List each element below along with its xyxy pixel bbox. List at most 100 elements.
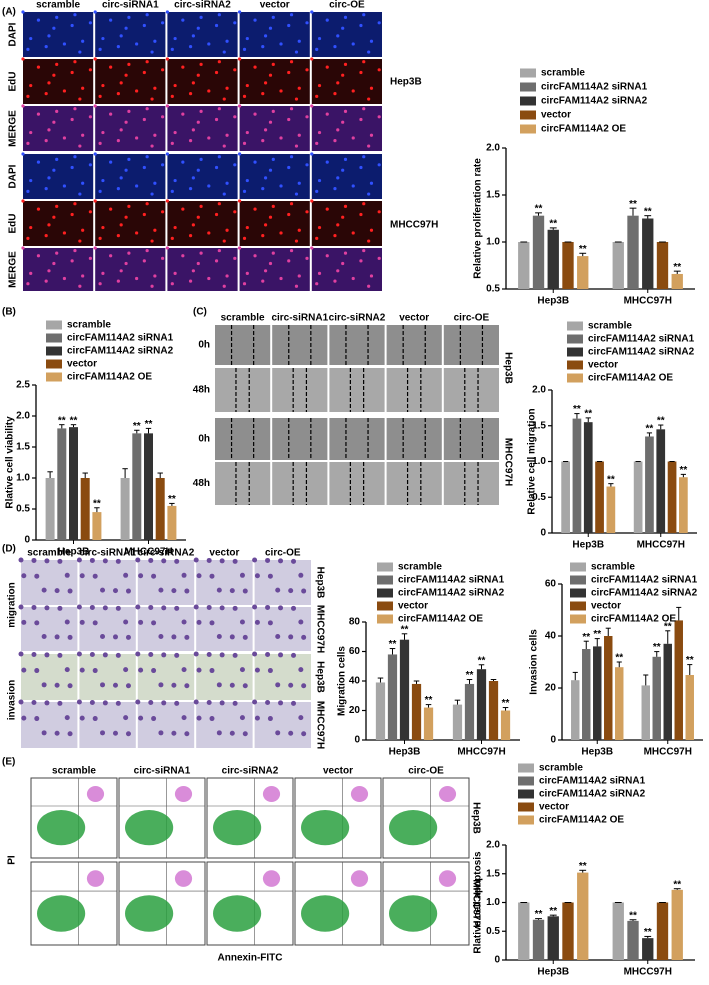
stained-cell	[278, 700, 284, 706]
cell-dot	[305, 68, 309, 72]
cell-dot	[170, 282, 174, 286]
cell-dot	[222, 144, 226, 148]
significance: **	[58, 415, 66, 426]
cell-dot	[127, 15, 131, 19]
cell-dot	[109, 207, 113, 211]
legend-swatch	[520, 96, 536, 106]
cell-dot	[145, 13, 149, 17]
cell-dot	[245, 271, 249, 275]
cell-dot	[70, 117, 74, 122]
stained-cell	[298, 572, 304, 578]
stained-cell	[151, 716, 157, 722]
stained-cell	[115, 700, 121, 706]
cell-dot	[26, 47, 30, 51]
row-label: 0h	[198, 340, 210, 351]
cell-dot	[222, 97, 226, 101]
stained-cell	[89, 699, 95, 705]
cell-dot	[245, 130, 249, 135]
cell-dot	[153, 181, 157, 185]
row-label: 0h	[198, 434, 210, 445]
stained-cell	[265, 557, 271, 563]
legend-label: circFAM114A2 siRNA2	[588, 347, 695, 358]
cell-dot	[170, 94, 174, 98]
legend-swatch	[377, 601, 393, 611]
cell-dot	[377, 68, 381, 72]
legend-swatch	[520, 82, 536, 92]
x-tick-label: MHCC97H	[457, 747, 505, 758]
stained-cell	[67, 588, 73, 594]
cell-dot	[341, 73, 345, 77]
micrograph	[95, 201, 166, 246]
cell-dot	[268, 120, 273, 124]
cell-dot	[52, 73, 56, 77]
cell-dot	[217, 202, 221, 206]
cell-dot	[52, 215, 56, 219]
cell-dot	[336, 81, 340, 85]
cell-dot	[124, 26, 128, 30]
x-tick-label: MHCC97H	[624, 296, 672, 307]
stained-cell	[102, 605, 108, 611]
cell-dot	[367, 50, 371, 54]
cell-dot	[271, 62, 275, 66]
transwell-image	[137, 607, 195, 651]
cell-dot	[377, 21, 381, 25]
cell-dot	[81, 86, 85, 90]
legend-swatch	[377, 614, 393, 624]
y-tick-label: 2.0	[532, 385, 546, 396]
cell-dot	[21, 199, 25, 203]
cell-dot	[29, 83, 33, 88]
stained-cell	[92, 573, 98, 579]
cell-dot	[263, 223, 268, 227]
legend-label: circFAM114A2 siRNA1	[591, 575, 698, 586]
cell-dot	[207, 42, 211, 46]
stained-cell	[265, 604, 271, 610]
cell-dot	[362, 13, 366, 17]
significance: **	[502, 698, 510, 709]
legend-label: circFAM114A2 siRNA2	[398, 588, 505, 599]
cell-dot	[116, 234, 120, 238]
stained-cell	[100, 730, 106, 736]
cell-dot	[333, 139, 337, 143]
stained-cell	[138, 715, 144, 721]
cell-dot	[268, 168, 273, 172]
cell-dot	[101, 271, 105, 275]
stained-cell	[184, 683, 190, 689]
cell-dot	[93, 104, 97, 108]
legend-label: circFAM114A2 siRNA1	[398, 575, 505, 586]
stained-cell	[112, 634, 118, 640]
stained-cell	[242, 634, 248, 640]
cell-dot	[238, 246, 242, 250]
cell-dot	[263, 128, 268, 132]
legend-swatch	[520, 110, 536, 120]
transwell-image	[137, 560, 195, 605]
cell-dot	[351, 89, 355, 93]
stained-cell	[158, 633, 164, 639]
cell-dot	[325, 207, 329, 211]
transwell-image	[21, 702, 78, 748]
cell-dot	[81, 39, 85, 43]
x-tick-label: MHCC97H	[124, 547, 172, 558]
cell-dot	[233, 68, 237, 72]
cell-dot	[263, 269, 268, 273]
cell-dot	[150, 144, 154, 148]
legend-label: vector	[67, 359, 97, 370]
cell-dot	[101, 225, 105, 230]
cell-dot	[127, 204, 131, 208]
stained-cell	[161, 652, 167, 658]
cell-dot	[297, 274, 301, 278]
cell-dot	[279, 276, 283, 281]
micrograph	[239, 248, 310, 291]
cell-dot	[145, 107, 149, 111]
significance: **	[145, 419, 153, 430]
stained-cell	[79, 667, 85, 673]
cell-dot	[81, 133, 85, 137]
panel-letter: (A)	[2, 7, 16, 18]
stained-cell	[89, 651, 95, 657]
stained-cell	[57, 652, 63, 658]
cell-dot	[359, 165, 363, 170]
stained-cell	[298, 619, 304, 625]
stained-cell	[171, 730, 177, 736]
cell-dot	[62, 276, 67, 281]
cell-dot	[127, 62, 131, 66]
cell-dot	[362, 248, 366, 253]
